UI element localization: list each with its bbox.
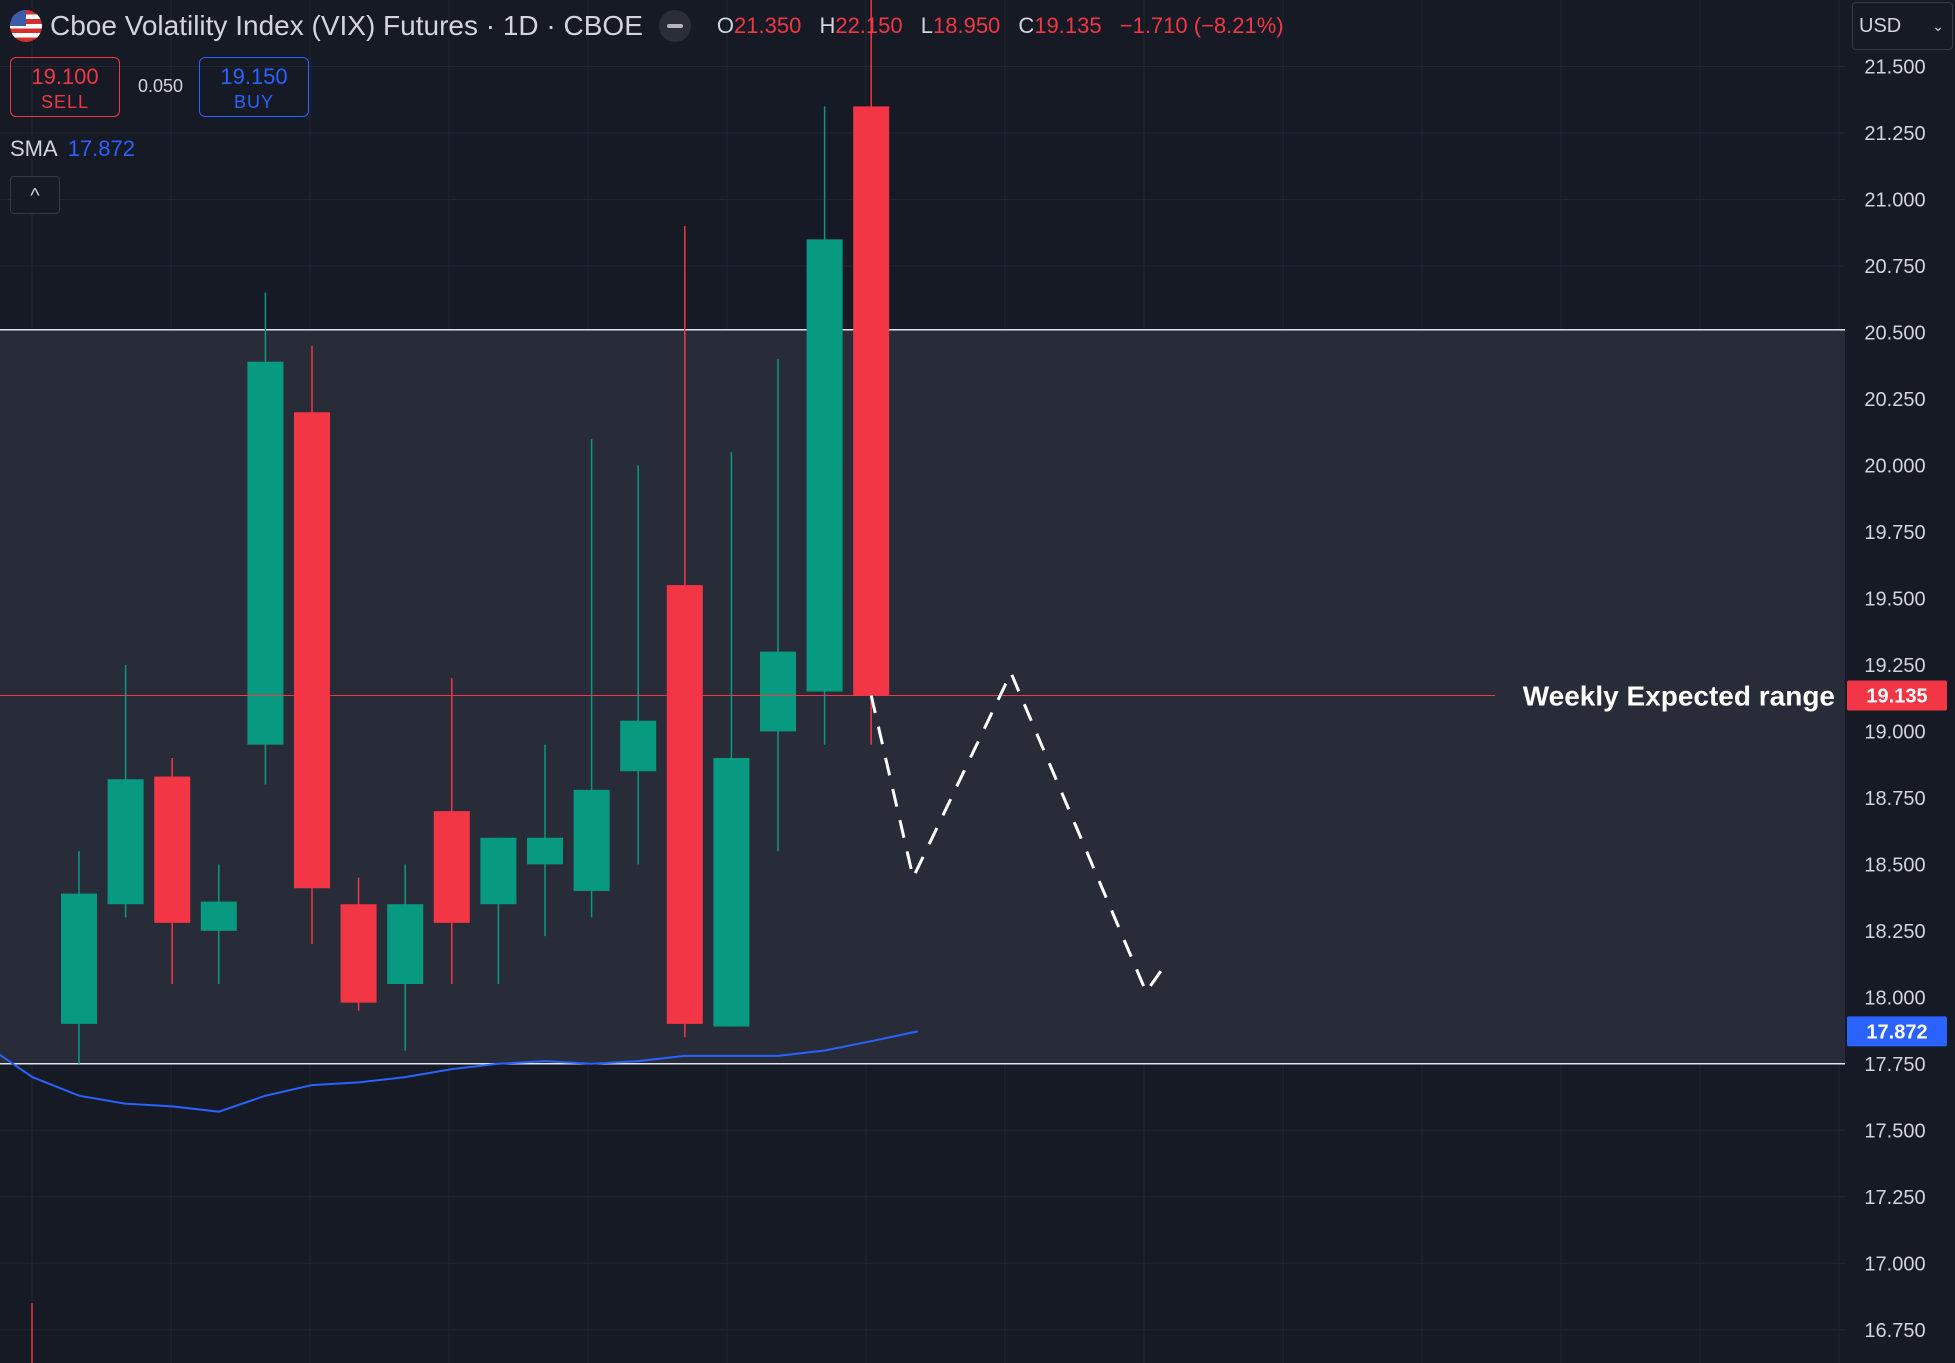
change-value: −1.710 (−8.21%) xyxy=(1119,13,1284,38)
candle xyxy=(480,837,517,985)
candle-body xyxy=(480,837,517,905)
candle xyxy=(527,744,563,937)
sma-name: SMA xyxy=(10,136,58,161)
y-tick-label: 17.250 xyxy=(1864,1187,1925,1209)
candle xyxy=(154,757,191,985)
candle xyxy=(340,877,377,1011)
y-tick-label: 18.250 xyxy=(1864,921,1925,943)
sma-badge-label: 17.872 xyxy=(1866,1021,1927,1043)
sell-label: SELL xyxy=(40,92,90,112)
currency-value: USD xyxy=(1859,14,1902,37)
candle-body xyxy=(154,776,191,923)
candle xyxy=(200,864,237,985)
price-axis-badges: 19.135 17.872 xyxy=(1847,680,1947,1047)
chart-header: Cboe Volatility Index (VIX) Futures · 1D… xyxy=(10,6,1284,46)
high-value: 22.150 xyxy=(835,13,903,38)
sell-price: 19.100 xyxy=(31,64,99,89)
sma-line xyxy=(0,1030,919,1113)
buy-label: BUY xyxy=(233,92,274,112)
currency-select[interactable]: USD ⌄ xyxy=(1852,2,1953,50)
candle xyxy=(760,359,796,852)
close-label: C xyxy=(1018,13,1035,38)
candle-body xyxy=(853,106,890,696)
close-value: 19.135 xyxy=(1034,13,1102,38)
y-tick-label: 18.750 xyxy=(1864,788,1925,810)
ohlc-values: O21.350 H22.150 L18.950 C19.135 −1.710 (… xyxy=(705,13,1284,39)
candle xyxy=(61,851,97,1064)
candle xyxy=(806,106,843,745)
candle-body xyxy=(666,585,703,1024)
y-tick-label: 16.750 xyxy=(1864,1320,1925,1342)
candle xyxy=(620,465,657,865)
y-tick-label: 17.750 xyxy=(1864,1054,1925,1076)
candle-body xyxy=(200,901,237,931)
spread-value: 0.050 xyxy=(138,76,184,96)
candle-body xyxy=(527,837,563,865)
y-tick-label: 20.250 xyxy=(1864,389,1925,411)
collapse-legend-button[interactable]: ^ xyxy=(10,176,60,214)
y-tick-label: 21.500 xyxy=(1864,56,1925,78)
candles xyxy=(31,0,890,1363)
candle-body xyxy=(340,904,377,1003)
current-price-badge xyxy=(1847,680,1947,711)
low-value: 18.950 xyxy=(933,13,1001,38)
candle-body xyxy=(247,361,284,745)
visibility-toggle-icon[interactable] xyxy=(658,10,691,42)
buy-button[interactable]: 19.150 BUY xyxy=(199,57,309,117)
candle xyxy=(387,864,424,1051)
candle xyxy=(247,292,284,785)
candle-body xyxy=(713,757,750,1027)
candle xyxy=(573,438,610,918)
sell-button[interactable]: 19.100 SELL xyxy=(10,57,120,117)
y-tick-label: 19.500 xyxy=(1864,588,1925,610)
y-tick-label: 21.250 xyxy=(1864,123,1925,145)
y-tick-label: 19.250 xyxy=(1864,655,1925,677)
candle-body xyxy=(107,779,144,905)
weekly-expected-range-label: Weekly Expected range xyxy=(1523,680,1835,711)
low-label: L xyxy=(920,13,933,38)
y-tick-label: 20.750 xyxy=(1864,256,1925,278)
us-flag-icon xyxy=(10,10,42,42)
candle-body xyxy=(433,811,470,923)
candle-body xyxy=(61,893,97,1024)
sma-badge xyxy=(1847,1016,1947,1047)
candle-body xyxy=(760,651,796,732)
sma-value: 17.872 xyxy=(67,136,135,161)
y-tick-label: 19.000 xyxy=(1864,721,1925,743)
sma-legend[interactable]: SMA 17.872 xyxy=(10,136,135,162)
y-tick-label: 17.000 xyxy=(1864,1253,1925,1275)
candle-body xyxy=(573,789,610,891)
candle-body xyxy=(387,904,424,985)
high-label: H xyxy=(819,13,836,38)
candle xyxy=(853,0,890,745)
buy-price: 19.150 xyxy=(220,64,288,89)
y-tick-label: 17.500 xyxy=(1864,1120,1925,1142)
chevron-up-icon: ^ xyxy=(30,185,40,207)
y-tick-label: 18.500 xyxy=(1864,854,1925,876)
chevron-down-icon: ⌄ xyxy=(1932,17,1944,34)
open-label: O xyxy=(716,13,735,38)
y-tick-label: 18.000 xyxy=(1864,987,1925,1009)
candle xyxy=(666,226,703,1038)
y-tick-label: 19.750 xyxy=(1864,522,1925,544)
y-tick-label: 20.000 xyxy=(1864,455,1925,477)
candle xyxy=(433,678,470,985)
current-price-badge-label: 19.135 xyxy=(1866,685,1927,707)
symbol-title[interactable]: Cboe Volatility Index (VIX) Futures · 1D… xyxy=(50,10,643,41)
y-tick-label: 21.000 xyxy=(1864,189,1925,211)
projection-path xyxy=(869,669,1167,996)
candle-body xyxy=(620,720,657,772)
y-tick-label: 20.500 xyxy=(1864,322,1925,344)
candle xyxy=(107,664,144,918)
open-value: 21.350 xyxy=(734,13,802,38)
candle-body xyxy=(806,239,843,692)
candle xyxy=(713,452,750,1027)
candle-body xyxy=(294,412,330,889)
candle xyxy=(294,345,330,945)
